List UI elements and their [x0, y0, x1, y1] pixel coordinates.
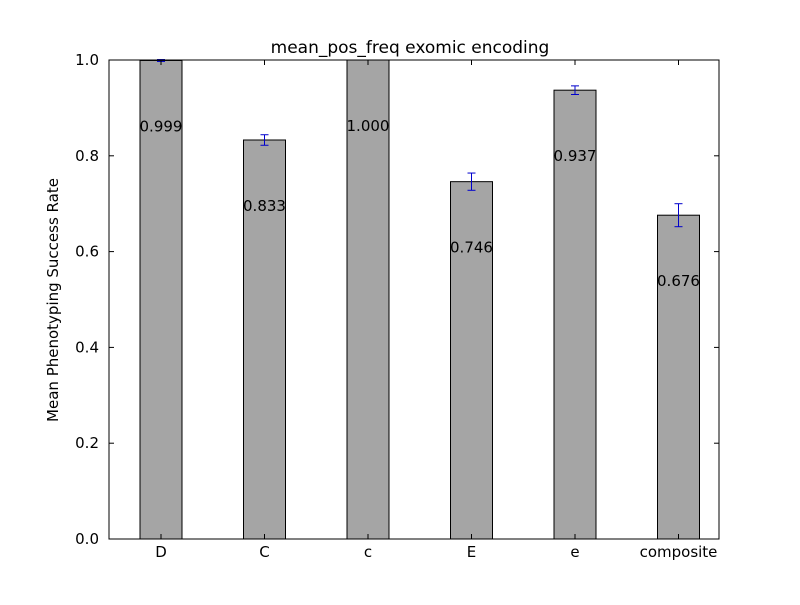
data-label: 0.676 [657, 272, 700, 290]
x-tick-label: E [467, 543, 476, 561]
y-tick-label: 1.0 [75, 51, 99, 69]
y-tick-label: 0.6 [75, 243, 99, 261]
y-axis-label: Mean Phenotyping Success Rate [44, 178, 62, 422]
bar [553, 89, 597, 540]
axes-frame [108, 59, 720, 540]
chart-title: mean_pos_freq exomic encoding [271, 38, 550, 58]
data-label: 0.999 [140, 117, 183, 135]
data-label: 0.833 [243, 197, 286, 215]
x-tick-label: composite [640, 543, 718, 561]
x-tick-label: C [259, 543, 269, 561]
bar [657, 214, 700, 540]
x-tick-label: c [364, 543, 372, 561]
y-tick-label: 0.2 [75, 434, 99, 452]
bar [243, 139, 286, 540]
y-tick-label: 0.8 [75, 147, 99, 165]
x-tick-label: D [155, 543, 167, 561]
data-label: 0.937 [554, 147, 597, 165]
data-label: 1.000 [347, 117, 390, 135]
y-tick-label: 0.0 [75, 530, 99, 548]
plot-area: 0.999 0.833 1.000 0.746 0.937 0.676 0.0 0.2 0.4 0… [75, 51, 720, 561]
bar [139, 59, 183, 540]
x-tick-label: e [570, 543, 579, 561]
y-tick-label: 0.4 [75, 338, 99, 356]
data-label: 0.746 [450, 239, 493, 257]
bar [450, 181, 493, 540]
